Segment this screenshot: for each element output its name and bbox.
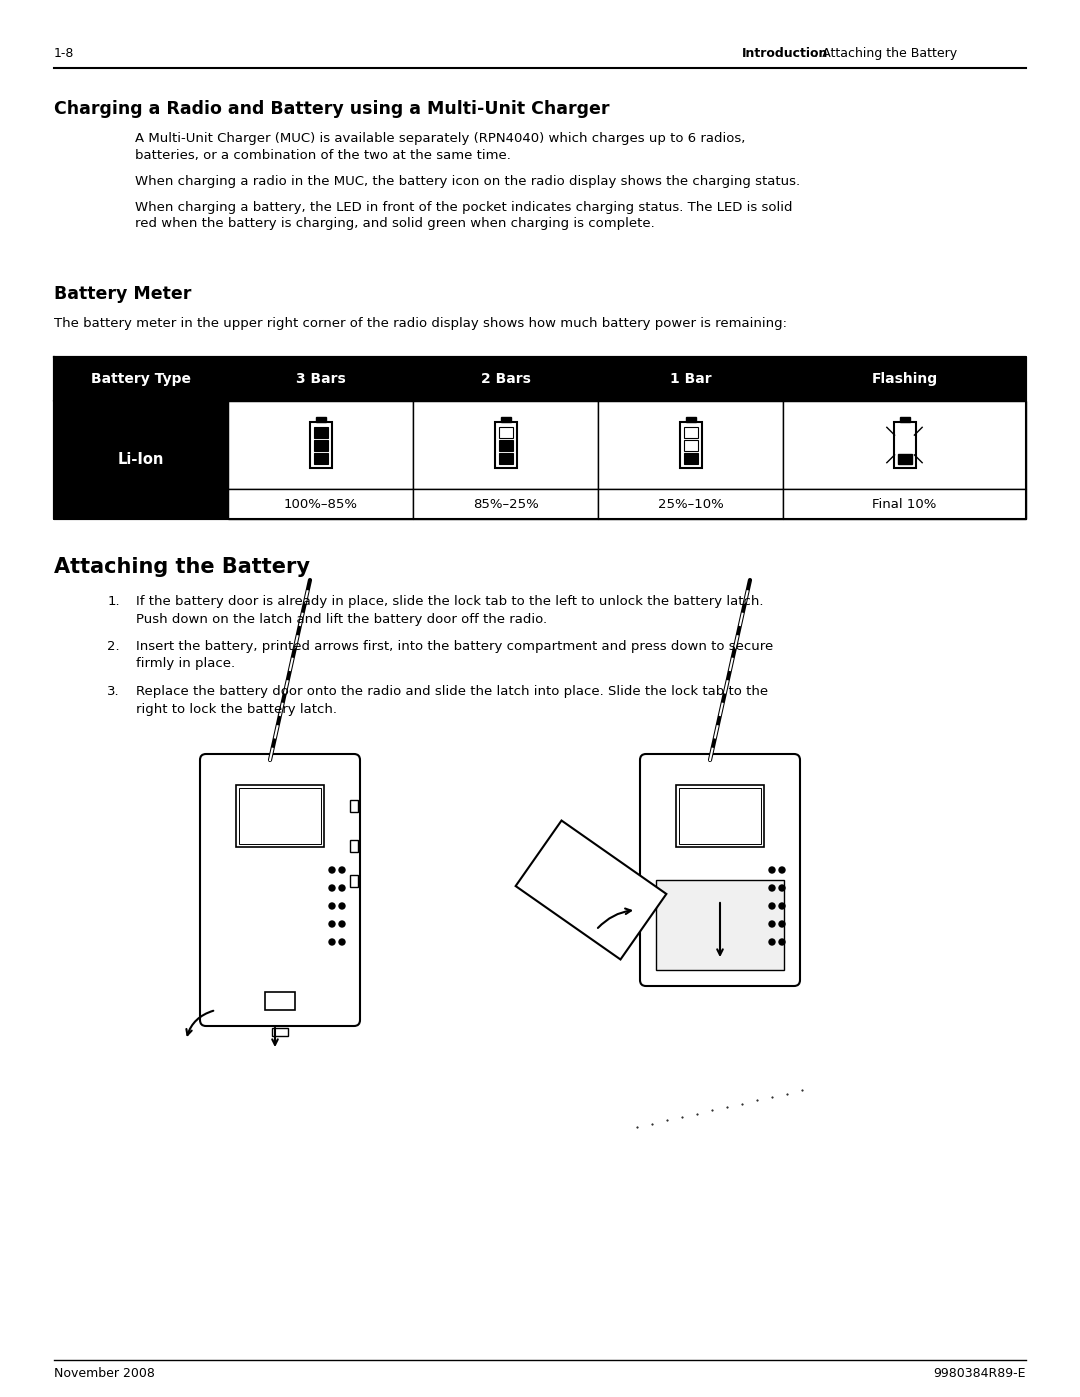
Bar <box>413 401 598 489</box>
Text: 3 Bars: 3 Bars <box>296 372 346 386</box>
Text: 85%–25%: 85%–25% <box>473 497 538 510</box>
Text: Insert the battery, printed arrows first, into the battery compartment and press: Insert the battery, printed arrows first… <box>136 640 773 652</box>
Bar <box>656 880 784 970</box>
Text: 2.: 2. <box>107 640 120 652</box>
Bar <box>684 427 698 439</box>
Bar <box>684 453 698 464</box>
Text: 9980384R89-E: 9980384R89-E <box>933 1368 1026 1380</box>
Text: 2 Bars: 2 Bars <box>481 372 530 386</box>
FancyBboxPatch shape <box>200 754 360 1025</box>
Text: When charging a radio in the MUC, the battery icon on the radio display shows th: When charging a radio in the MUC, the ba… <box>135 175 800 189</box>
Text: Flashing: Flashing <box>872 372 937 386</box>
Text: right to lock the battery latch.: right to lock the battery latch. <box>136 703 337 715</box>
Bar <box>54 358 1026 401</box>
Bar <box>350 875 357 887</box>
Bar <box>900 416 909 422</box>
Text: 1.: 1. <box>107 595 120 608</box>
Bar <box>237 785 324 847</box>
Text: : Attaching the Battery: : Attaching the Battery <box>814 47 957 60</box>
Circle shape <box>339 939 345 944</box>
Bar <box>265 992 295 1010</box>
Bar <box>598 401 783 489</box>
Bar <box>350 800 357 812</box>
Circle shape <box>329 902 335 909</box>
Text: Battery Type: Battery Type <box>91 372 191 386</box>
Text: The battery meter in the upper right corner of the radio display shows how much : The battery meter in the upper right cor… <box>54 317 787 330</box>
Circle shape <box>779 902 785 909</box>
Text: Final 10%: Final 10% <box>873 497 936 510</box>
Circle shape <box>769 886 775 891</box>
Bar <box>897 454 912 464</box>
Bar <box>598 489 783 520</box>
Bar <box>783 489 1026 520</box>
Bar <box>313 440 327 451</box>
Bar <box>228 489 413 520</box>
Text: Attaching the Battery: Attaching the Battery <box>54 557 310 577</box>
Text: A Multi-Unit Charger (MUC) is available separately (RPN4040) which charges up to: A Multi-Unit Charger (MUC) is available … <box>135 131 745 162</box>
Text: Battery Meter: Battery Meter <box>54 285 191 303</box>
Bar <box>684 440 698 451</box>
Circle shape <box>779 886 785 891</box>
Bar <box>893 422 916 468</box>
Bar <box>499 427 513 439</box>
Text: Introduction: Introduction <box>742 47 828 60</box>
Bar <box>686 416 696 422</box>
Bar <box>495 422 516 468</box>
Bar <box>54 401 228 520</box>
Bar <box>228 401 413 489</box>
Text: 25%–10%: 25%–10% <box>658 497 724 510</box>
Circle shape <box>769 921 775 928</box>
Circle shape <box>329 868 335 873</box>
Text: 100%–85%: 100%–85% <box>283 497 357 510</box>
Text: If the battery door is already in place, slide the lock tab to the left to unloc: If the battery door is already in place,… <box>136 595 764 608</box>
Text: November 2008: November 2008 <box>54 1368 154 1380</box>
Bar <box>239 788 321 844</box>
Circle shape <box>779 868 785 873</box>
Text: firmly in place.: firmly in place. <box>136 658 235 671</box>
Text: Push down on the latch and lift the battery door off the radio.: Push down on the latch and lift the batt… <box>136 612 548 626</box>
Circle shape <box>329 921 335 928</box>
Text: 1 Bar: 1 Bar <box>670 372 712 386</box>
Bar <box>499 440 513 451</box>
Text: 3.: 3. <box>107 685 120 698</box>
Circle shape <box>329 886 335 891</box>
Bar <box>499 453 513 464</box>
Circle shape <box>339 868 345 873</box>
Bar <box>500 416 511 422</box>
Circle shape <box>769 902 775 909</box>
Circle shape <box>329 939 335 944</box>
Bar <box>350 840 357 852</box>
Circle shape <box>779 921 785 928</box>
Polygon shape <box>515 820 666 960</box>
Text: 1-8: 1-8 <box>54 47 75 60</box>
Bar <box>310 422 332 468</box>
Bar <box>313 427 327 439</box>
Text: Replace the battery door onto the radio and slide the latch into place. Slide th: Replace the battery door onto the radio … <box>136 685 768 698</box>
Bar <box>679 422 702 468</box>
Text: When charging a battery, the LED in front of the pocket indicates charging statu: When charging a battery, the LED in fron… <box>135 201 793 231</box>
Bar <box>679 788 761 844</box>
Bar <box>313 453 327 464</box>
Text: Charging a Radio and Battery using a Multi-Unit Charger: Charging a Radio and Battery using a Mul… <box>54 101 609 117</box>
Circle shape <box>339 902 345 909</box>
Text: Li-Ion: Li-Ion <box>118 453 164 468</box>
Bar <box>676 785 764 847</box>
Circle shape <box>339 921 345 928</box>
Circle shape <box>769 868 775 873</box>
Bar <box>315 416 325 422</box>
Bar <box>272 1028 288 1037</box>
FancyBboxPatch shape <box>640 754 800 986</box>
Bar <box>783 401 1026 489</box>
Circle shape <box>769 939 775 944</box>
Circle shape <box>339 886 345 891</box>
Bar <box>413 489 598 520</box>
Circle shape <box>779 939 785 944</box>
